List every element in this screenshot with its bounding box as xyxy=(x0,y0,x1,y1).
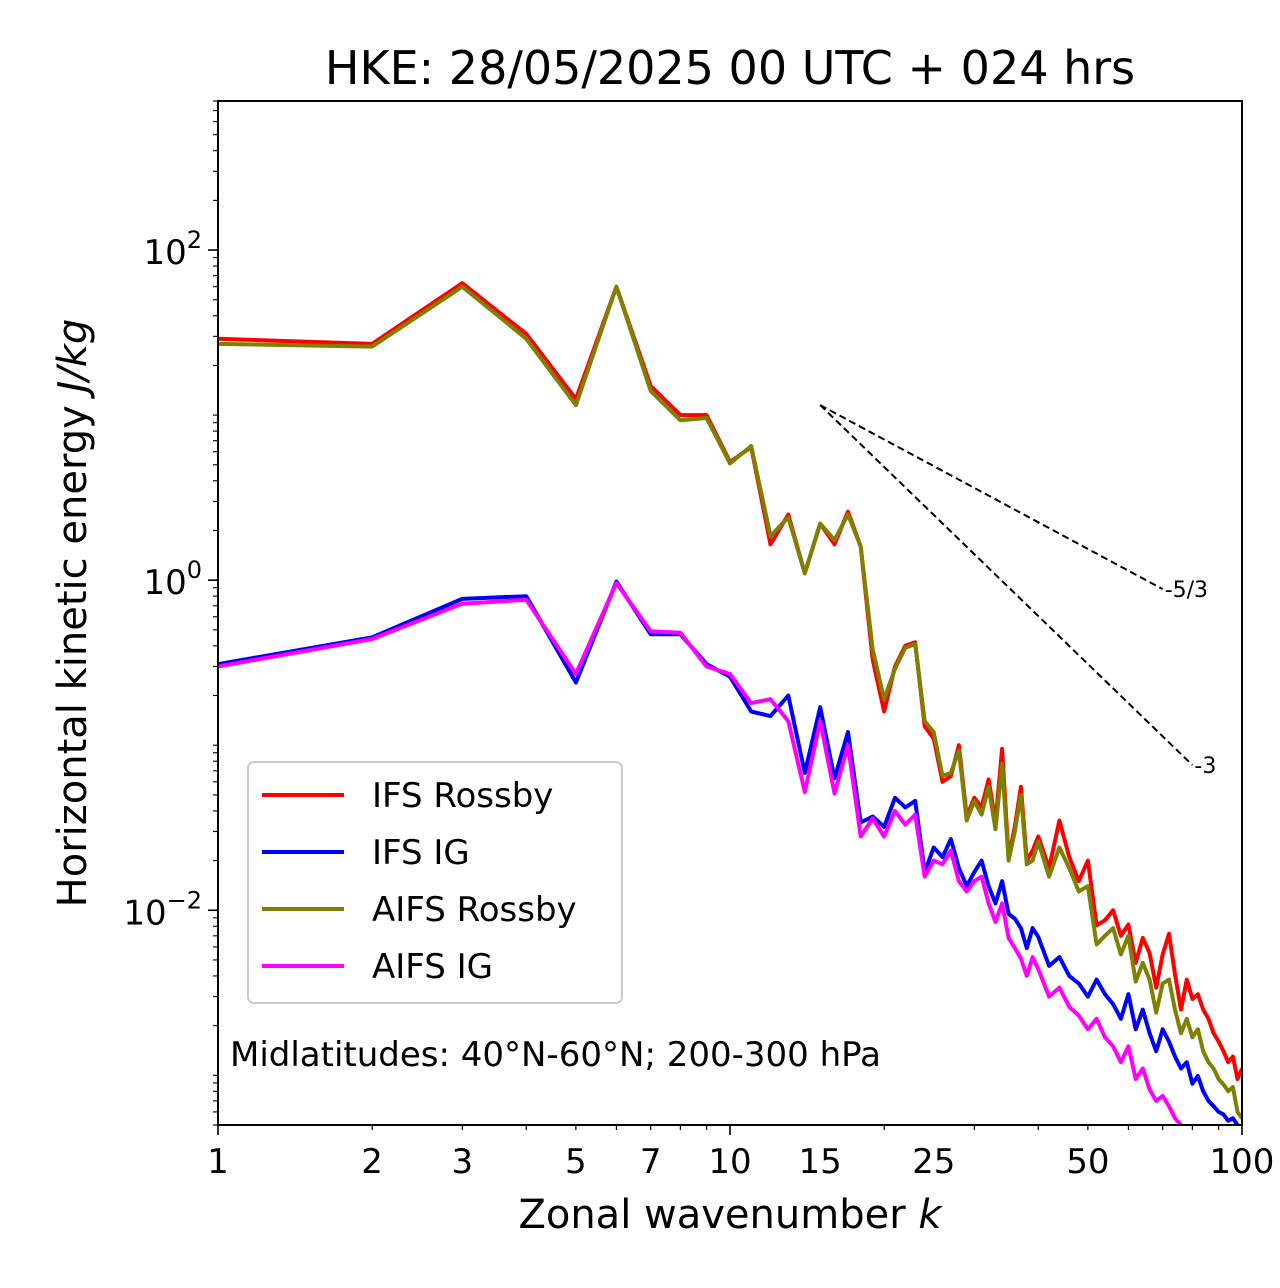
reference-slope-line xyxy=(819,404,1194,766)
x-tick-label: 5 xyxy=(565,1142,587,1182)
legend-label: IFS Rossby xyxy=(372,776,553,816)
series-lines xyxy=(218,281,1242,1125)
x-tick-label: 100 xyxy=(1210,1142,1275,1182)
x-tick-label: 2 xyxy=(361,1142,383,1182)
x-tick-label: 3 xyxy=(451,1142,473,1182)
reference-slope-label: -5/3 xyxy=(1165,578,1208,603)
x-axis-label: Zonal wavenumber k xyxy=(518,1192,943,1238)
region-annotation: Midlatitudes: 40°N-60°N; 200-300 hPa xyxy=(230,1035,881,1075)
y-tick-label: 100 xyxy=(143,556,202,603)
y-axis-label: Horizontal kinetic energy J/kg xyxy=(50,319,96,908)
reference-slope-line xyxy=(819,404,1164,591)
legend-frame xyxy=(247,761,623,1004)
legend-label: IFS IG xyxy=(372,833,470,873)
series-line-ifs-ig xyxy=(218,579,1242,1125)
x-tick-label: 25 xyxy=(912,1142,955,1182)
legend-label: AIFS IG xyxy=(372,947,493,987)
legend: IFS Rossby IFS IG AIFS Rossby AIFS IG xyxy=(247,761,623,1004)
series-line-aifs-ig xyxy=(218,581,1186,1125)
legend-label: AIFS Rossby xyxy=(372,890,577,930)
y-tick-labels: 10−2 100 102 xyxy=(123,226,202,933)
x-tick-label: 50 xyxy=(1066,1142,1109,1182)
x-tick-labels: 1 2 3 5 7 10 15 25 50 100 xyxy=(207,1142,1274,1182)
x-tick-label: 7 xyxy=(640,1142,662,1182)
reference-slopes xyxy=(819,404,1194,766)
x-tick-label: 10 xyxy=(708,1142,751,1182)
series-line-aifs-rossby xyxy=(218,284,1242,1120)
x-tick-label: 15 xyxy=(799,1142,842,1182)
y-tick-label: 102 xyxy=(143,226,202,273)
plot-frame xyxy=(217,100,1243,1126)
x-tick-label: 1 xyxy=(207,1142,229,1182)
y-tick-label: 10−2 xyxy=(123,886,202,933)
reference-slope-labels: -5/3 -3 xyxy=(1165,578,1217,779)
chart-title: HKE: 28/05/2025 00 UTC + 024 hrs xyxy=(325,41,1135,95)
reference-slope-label: -3 xyxy=(1194,754,1216,779)
